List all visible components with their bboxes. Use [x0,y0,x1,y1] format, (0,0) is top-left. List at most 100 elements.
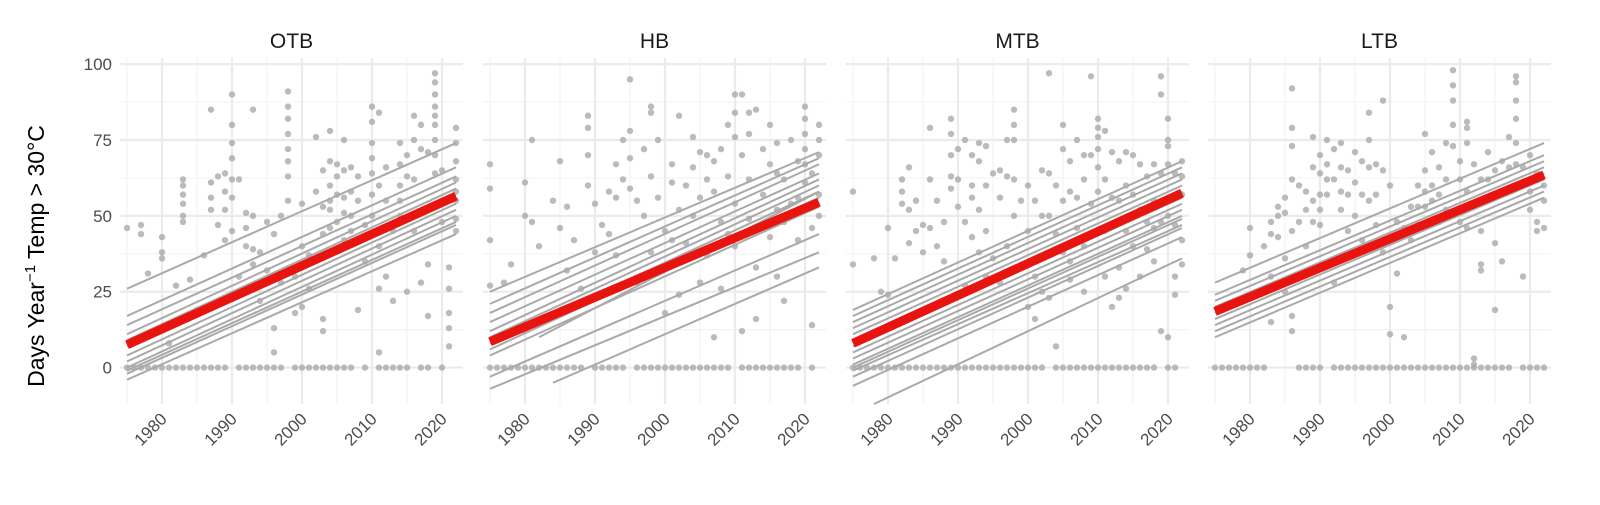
y-tick-label: 0 [103,359,112,378]
data-point [1407,364,1415,371]
data-point [270,349,278,356]
x-tick-label: 1990 [201,409,241,449]
data-point [815,136,823,144]
data-point [1337,364,1345,371]
data-point [1045,170,1053,177]
data-point [284,197,292,204]
data-point [912,364,920,371]
data-point [1101,127,1109,135]
data-point [319,327,327,335]
data-point [1003,136,1011,144]
data-point [612,364,620,371]
y-tick-label: 25 [93,283,112,302]
data-point [1386,182,1394,189]
site-trend-line [126,214,457,369]
data-point [703,364,711,371]
data-point [1344,364,1352,371]
data-point [1031,315,1039,323]
y-tick-label: 75 [93,131,112,150]
site-trend-line [852,227,1183,378]
data-point [1017,197,1025,204]
data-point [1038,364,1046,371]
data-point [1129,151,1137,159]
data-point [396,182,404,189]
data-point [1470,361,1478,368]
data-point [431,170,439,177]
data-point [570,364,578,371]
data-point [926,176,934,183]
data-point [270,230,278,238]
data-point [773,139,781,147]
data-point [1323,176,1331,183]
data-point [975,364,983,371]
data-point [759,364,767,371]
data-point [347,164,355,171]
data-point [228,176,236,183]
data-point [1150,258,1158,265]
data-point [1302,364,1310,371]
data-point [668,364,676,371]
data-point [277,212,285,220]
data-point [375,285,383,292]
data-point [382,164,390,171]
x-tick-label: 2000 [1359,409,1399,449]
data-point [1379,167,1387,174]
data-point [1094,364,1102,371]
data-point [1309,364,1317,371]
site-trend-line [852,172,1183,323]
data-point [926,224,934,232]
data-point [305,364,313,371]
data-point [1519,273,1527,280]
data-point [1211,364,1219,371]
data-point [1059,364,1067,371]
data-point [724,173,732,180]
data-point [382,273,390,280]
data-point [1059,197,1067,204]
data-point [689,133,697,141]
data-point [340,209,348,217]
data-point [1157,327,1165,335]
x-tick-label: 2010 [1067,409,1107,449]
data-point [410,136,418,144]
data-point [1101,273,1109,280]
y-axis-title-prefix: Days Year [23,282,49,387]
data-point [1435,191,1443,198]
data-point [1351,212,1359,220]
data-point [228,194,236,201]
data-point [445,309,453,317]
data-point [1302,206,1310,213]
data-point [1309,218,1317,226]
data-point [1094,145,1102,153]
data-point [340,194,348,201]
data-point [968,194,976,201]
data-point [1435,164,1443,171]
data-point [354,197,362,204]
data-point [1351,179,1359,186]
data-point [1477,227,1485,235]
data-point [584,124,592,132]
site-trend-line [126,221,457,372]
data-point [1225,364,1233,371]
data-point [947,173,955,180]
data-point [1463,139,1471,147]
data-point [1428,364,1436,371]
data-point [745,130,753,138]
data-point [1442,364,1450,371]
data-point [1323,191,1331,198]
data-point [682,182,690,189]
data-point [1533,364,1541,371]
data-point [556,364,564,371]
data-point [354,306,362,314]
data-point [1031,197,1039,204]
data-point [1295,218,1303,226]
data-point [249,212,257,220]
data-point [668,179,676,186]
data-point [144,270,152,277]
site-trend-line [552,266,820,384]
data-point [933,197,941,204]
data-point [1171,291,1179,298]
data-point [1143,246,1151,253]
data-point [619,176,627,183]
data-point [284,158,292,165]
y-tick-label: 50 [93,207,112,226]
